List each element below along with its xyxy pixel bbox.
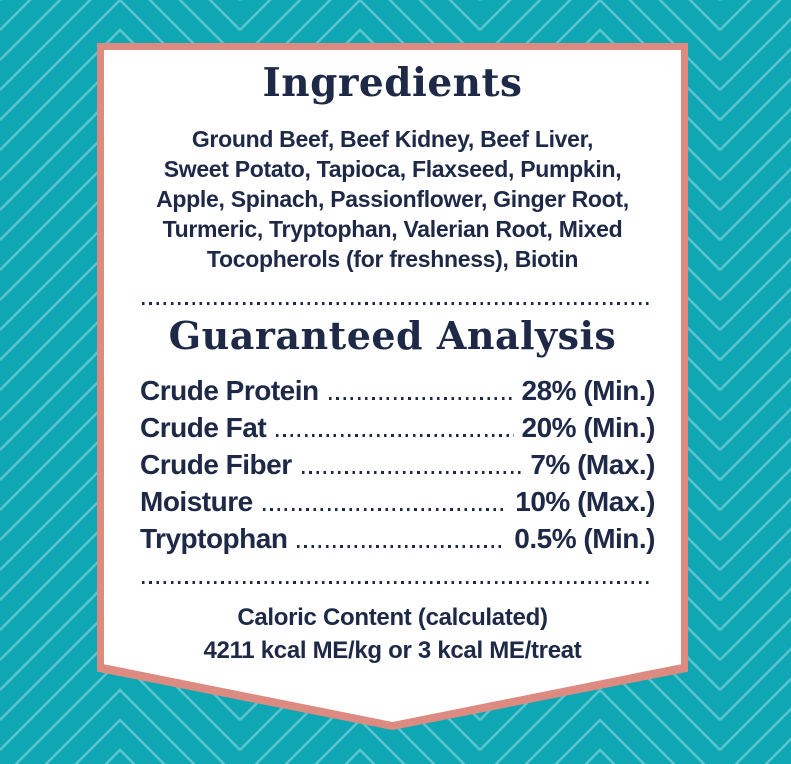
analysis-row: Tryptophan 0.5% (Min.) (140, 520, 655, 557)
analysis-row: Moisture 10% (Max.) (140, 483, 655, 520)
caloric-content-value: 4211 kcal ME/kg or 3 kcal ME/treat (203, 637, 582, 664)
dot-leader (262, 507, 508, 512)
dotted-divider-bottom (142, 581, 653, 584)
dot-leader (328, 396, 514, 401)
ingredient-line: Sweet Potato, Tapioca, Flaxseed, Pumpkin… (163, 156, 622, 182)
analysis-row: Crude Protein 28% (Min.) (140, 372, 656, 409)
guaranteed-analysis-title: Guaranteed Analysis (168, 313, 617, 358)
analysis-table: Crude Protein 28% (Min.) Crude Fat 20% (… (140, 372, 656, 557)
analysis-row-label: Crude Fiber (140, 449, 292, 480)
ingredient-line: Turmeric, Tryptophan, Valerian Root, Mix… (162, 216, 623, 242)
analysis-row-value: 7% (Max.) (530, 449, 655, 480)
analysis-row: Crude Fat 20% (Min.) (140, 409, 656, 446)
ingredients-title: Ingredients (262, 60, 523, 106)
analysis-row-label: Tryptophan (140, 523, 288, 554)
caloric-content: Caloric Content (calculated) 4211 kcal M… (104, 601, 681, 667)
dot-leader (301, 470, 523, 475)
analysis-row: Crude Fiber 7% (Max.) (140, 446, 655, 483)
caloric-content-heading: Caloric Content (calculated) (237, 604, 548, 631)
analysis-row-value: 10% (Max.) (515, 486, 655, 517)
ingredient-line: Apple, Spinach, Passionflower, Ginger Ro… (156, 186, 629, 212)
analysis-row-label: Crude Fat (140, 412, 267, 443)
label-badge: Ingredients Ground Beef, Beef Kidney, Be… (104, 50, 681, 722)
dotted-divider-top (142, 302, 653, 305)
badge-border: Ingredients Ground Beef, Beef Kidney, Be… (97, 43, 688, 730)
analysis-row-label: Moisture (140, 486, 253, 517)
dot-leader (276, 433, 514, 438)
ingredient-line: Ground Beef, Beef Kidney, Beef Liver, (191, 126, 594, 152)
analysis-row-value: 20% (Min.) (521, 412, 656, 443)
analysis-row-value: 28% (Min.) (521, 375, 656, 406)
analysis-row-label: Crude Protein (140, 375, 319, 406)
ingredients-list: Ground Beef, Beef Kidney, Beef Liver, Sw… (104, 124, 681, 274)
dot-leader (297, 544, 507, 549)
ingredient-line: Tocopherols (for freshness), Biotin (206, 246, 579, 272)
analysis-row-value: 0.5% (Min.) (514, 523, 655, 554)
